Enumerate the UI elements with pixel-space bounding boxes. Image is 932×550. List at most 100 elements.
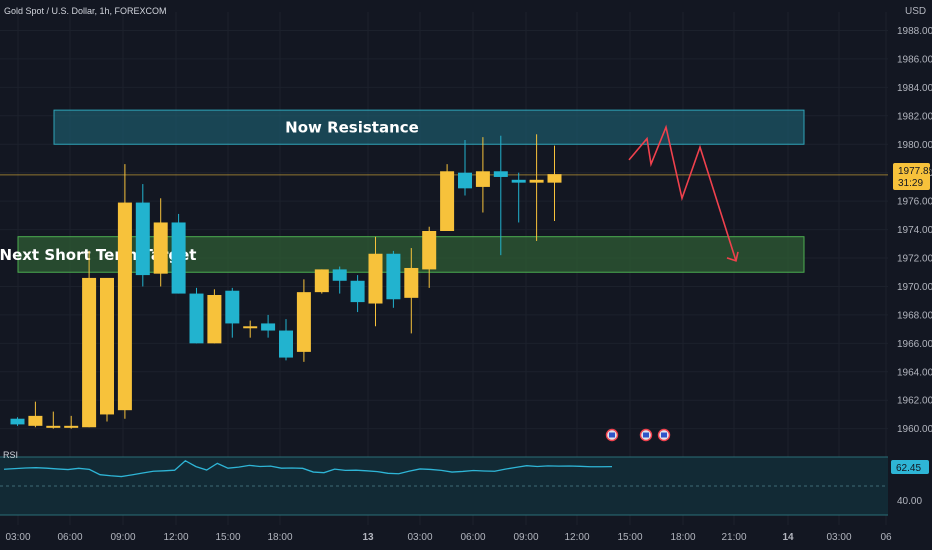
rsi-label: RSI <box>3 450 18 460</box>
x-tick-label: 03:00 <box>5 532 30 543</box>
flag-icon[interactable] <box>639 428 653 442</box>
candle-body <box>135 202 150 276</box>
candle[interactable] <box>189 287 204 344</box>
candle[interactable] <box>547 145 562 222</box>
candle-body <box>279 330 293 358</box>
x-tick-label: 03:00 <box>407 532 432 543</box>
price-axis[interactable]: 1960.00 1962.00 1964.00 1966.00 1968.00 1970.… <box>897 26 932 435</box>
candle-body <box>261 323 276 331</box>
y-tick-label: 1970.00 <box>897 282 932 293</box>
candle-body <box>82 277 97 428</box>
candle-body <box>529 179 544 183</box>
flag-icon[interactable] <box>657 428 671 442</box>
x-tick-label: 15:00 <box>617 532 642 543</box>
rsi-line <box>3 459 613 478</box>
candle-body <box>189 293 204 344</box>
candle[interactable] <box>279 319 293 361</box>
currency-label: USD <box>905 6 926 17</box>
y-tick-label: 1984.00 <box>897 83 932 94</box>
candle[interactable] <box>100 277 114 422</box>
symbol-title: Gold Spot / U.S. Dollar, 1h, FOREXCOM <box>4 6 167 16</box>
y-tick-label: 1982.00 <box>897 111 932 122</box>
candle[interactable] <box>225 287 240 338</box>
candle-body <box>243 326 258 329</box>
candle[interactable] <box>493 135 508 256</box>
candle[interactable] <box>135 184 150 287</box>
candle[interactable] <box>529 134 544 241</box>
x-tick-label: 06 <box>880 532 892 543</box>
candle-body <box>440 171 455 231</box>
candle-body <box>153 222 168 274</box>
candle[interactable] <box>422 226 437 288</box>
y-tick-label: 1980.00 <box>897 140 932 151</box>
candle[interactable] <box>117 164 132 419</box>
y-tick-label: 1974.00 <box>897 225 932 236</box>
candle[interactable] <box>350 275 365 313</box>
projection-path <box>628 124 737 262</box>
candle[interactable] <box>153 198 168 287</box>
y-tick-label: 1972.00 <box>897 254 932 265</box>
candle[interactable] <box>332 266 347 294</box>
zone-label: Now Resistance <box>285 119 419 137</box>
candle-body <box>100 277 114 415</box>
rsi-value-badge <box>891 460 929 474</box>
candle[interactable] <box>368 236 383 327</box>
y-tick-label: 1964.00 <box>897 367 932 378</box>
x-tick-label: 06:00 <box>460 532 485 543</box>
countdown-label: 31:29 <box>898 178 923 189</box>
candle[interactable] <box>261 314 276 338</box>
candle-body <box>386 253 401 300</box>
candle-body <box>332 269 347 281</box>
candle[interactable] <box>171 213 186 294</box>
candle-body <box>314 269 329 293</box>
x-tick-label: 14 <box>782 532 794 543</box>
candle-body <box>46 425 61 428</box>
candle[interactable] <box>440 164 455 231</box>
candle[interactable] <box>28 401 43 428</box>
rsi-pane[interactable]: RSI 62.45 40.00 <box>0 450 929 516</box>
candle[interactable] <box>46 411 61 429</box>
candle[interactable] <box>404 248 419 334</box>
y-tick-label: 1976.00 <box>897 197 932 208</box>
candle-body <box>171 222 186 294</box>
candle[interactable] <box>475 137 490 213</box>
x-tick-label: 12:00 <box>163 532 188 543</box>
candle[interactable] <box>207 289 222 344</box>
candle[interactable] <box>82 250 97 428</box>
time-axis[interactable]: 03:00 06:00 09:00 12:00 15:00 18:00 13 03:00 06:… <box>5 532 892 543</box>
candle[interactable] <box>296 279 311 362</box>
candle[interactable] <box>243 320 258 338</box>
candle[interactable] <box>314 269 329 294</box>
candle[interactable] <box>458 139 472 196</box>
candle[interactable] <box>64 415 79 429</box>
candle-body <box>117 202 132 411</box>
x-tick-label: 18:00 <box>670 532 695 543</box>
candle-body <box>511 179 526 183</box>
y-tick-label: 1962.00 <box>897 396 932 407</box>
last-price-label: 1977.85 <box>898 166 932 177</box>
x-tick-label: 03:00 <box>826 532 851 543</box>
y-tick-label: 1960.00 <box>897 424 932 435</box>
candle-body <box>458 172 472 189</box>
candle[interactable] <box>10 417 25 426</box>
price-badge: 1977.85 31:29 <box>893 163 932 190</box>
x-tick-label: 09:00 <box>513 532 538 543</box>
candle-body <box>493 171 508 177</box>
x-tick-label: 15:00 <box>215 532 240 543</box>
candle-body <box>350 280 365 303</box>
x-tick-label: 06:00 <box>57 532 82 543</box>
y-tick-label: 1988.00 <box>897 26 932 37</box>
candle[interactable] <box>386 250 401 308</box>
candle-body <box>64 425 79 428</box>
candle[interactable] <box>511 172 526 223</box>
event-markers[interactable] <box>605 428 671 442</box>
x-tick-label: 21:00 <box>721 532 746 543</box>
projection-arrowhead <box>726 251 739 262</box>
candle-body <box>422 231 437 270</box>
zone-rect[interactable] <box>53 109 805 145</box>
flag-icon[interactable] <box>605 428 619 442</box>
y-tick-label: 1986.00 <box>897 54 932 65</box>
candle-body <box>296 292 311 352</box>
candle-body <box>10 418 25 425</box>
